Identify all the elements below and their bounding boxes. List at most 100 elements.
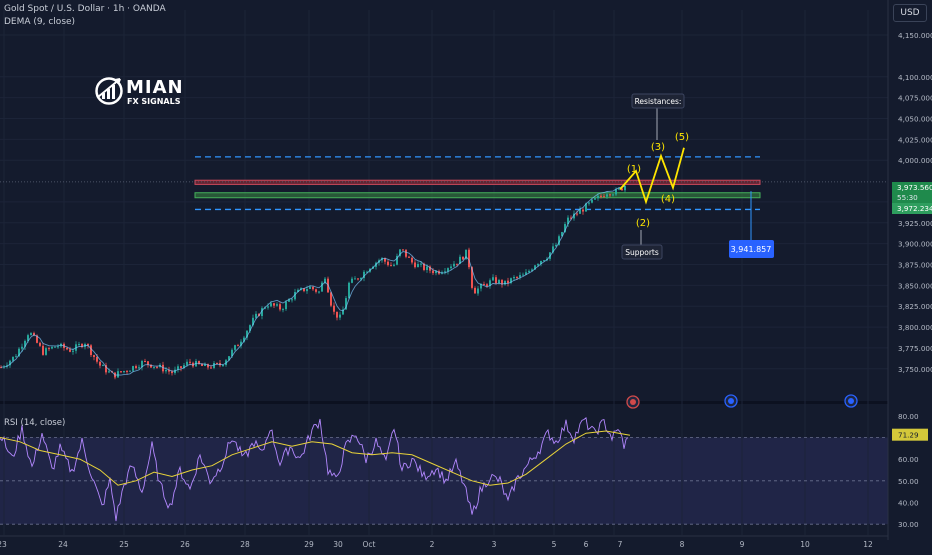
candle-up (342, 309, 344, 315)
candle-up (360, 277, 362, 280)
candle-up (435, 271, 437, 274)
candle-down (171, 371, 173, 374)
support-zone (194, 192, 761, 199)
price-tick-label: 4,050.000 (898, 114, 932, 123)
candle-down (279, 304, 281, 310)
candle-up (453, 263, 455, 267)
last-price-value: 3,973.560 (897, 183, 932, 192)
candle-down (405, 249, 407, 257)
rsi-tick-label: 30.00 (898, 520, 919, 529)
target-price: 3,941.857 (731, 245, 772, 254)
candle-up (522, 274, 524, 276)
candle-up (321, 282, 323, 292)
candle-up (513, 277, 515, 279)
candle-up (297, 289, 299, 293)
dema-indicator-label: DEMA (9, close) (4, 17, 76, 27)
candle-up (561, 232, 563, 237)
candle-up (45, 348, 47, 355)
candle-down (483, 284, 485, 286)
candle-up (9, 360, 11, 366)
candle-up (624, 185, 626, 191)
candle-up (525, 272, 527, 275)
candle-down (312, 286, 314, 290)
candle-up (489, 280, 491, 287)
wave-label-2: (2) (636, 218, 650, 229)
candle-down (180, 366, 182, 368)
candle-up (351, 278, 353, 283)
candle-up (567, 217, 569, 225)
event-dot-icon (630, 399, 636, 405)
candle-down (471, 267, 473, 288)
time-tick-label: 30 (333, 540, 343, 549)
candle-down (384, 258, 386, 262)
time-tick-label: 5 (552, 540, 557, 549)
candle-down (600, 195, 602, 197)
currency-button[interactable]: USD (893, 4, 927, 22)
candle-down (609, 194, 611, 196)
candle-up (597, 195, 599, 199)
candle-up (363, 271, 365, 278)
time-tick-label: 10 (800, 540, 810, 549)
price-tick-label: 3,750.000 (898, 365, 932, 374)
candle-up (444, 271, 446, 273)
price-axis (888, 0, 932, 550)
candle-down (486, 284, 488, 287)
time-tick-label: 26 (180, 540, 190, 549)
resistances-label: Resistances: (635, 97, 682, 106)
candle-down (42, 345, 44, 355)
event-dot-icon (728, 398, 734, 404)
candle-up (264, 307, 266, 309)
logo-subtitle: FX SIGNALS (127, 97, 181, 106)
candle-down (621, 188, 623, 191)
candle-down (198, 361, 200, 365)
candle-down (315, 289, 317, 292)
time-tick-label: 9 (740, 540, 745, 549)
candle-down (495, 277, 497, 284)
candle-up (492, 277, 494, 281)
candle-up (417, 263, 419, 268)
candle-up (228, 356, 230, 361)
candle-up (528, 270, 530, 273)
price-tick-label: 4,000.000 (898, 156, 932, 165)
rsi-tick-label: 80.00 (898, 412, 919, 421)
candle-up (477, 288, 479, 294)
candle-down (402, 249, 404, 251)
candle-down (603, 196, 605, 198)
candle-up (291, 299, 293, 301)
candle-down (570, 217, 572, 219)
candle-down (99, 361, 101, 366)
candle-up (396, 255, 398, 265)
candle-up (588, 202, 590, 204)
rsi-tick-label: 60.00 (898, 455, 919, 464)
candle-down (273, 303, 275, 306)
candle-up (282, 309, 284, 311)
price-tick-label: 4,150.000 (898, 31, 932, 40)
candle-down (210, 367, 212, 369)
time-tick-label: 24 (58, 540, 68, 549)
candle-up (543, 260, 545, 262)
candle-up (348, 282, 350, 299)
candle-up (555, 244, 557, 247)
time-tick-label: 8 (680, 540, 685, 549)
time-tick-label: 6 (584, 540, 589, 549)
candle-up (579, 209, 581, 214)
candle-down (336, 311, 338, 318)
candle-down (39, 342, 41, 346)
wave-label-4: (4) (661, 194, 675, 205)
time-tick-label: 28 (240, 540, 250, 549)
candle-down (36, 335, 38, 343)
candle-down (207, 364, 209, 368)
candle-up (519, 275, 521, 278)
candle-down (156, 366, 158, 368)
candle-down (474, 287, 476, 294)
candle-up (276, 304, 278, 306)
price-tick-label: 4,025.000 (898, 135, 932, 144)
candle-up (234, 345, 236, 350)
candle-down (66, 347, 68, 350)
candle-down (237, 345, 239, 347)
candle-up (540, 260, 542, 265)
candle-down (105, 365, 107, 373)
candle-up (618, 188, 620, 190)
